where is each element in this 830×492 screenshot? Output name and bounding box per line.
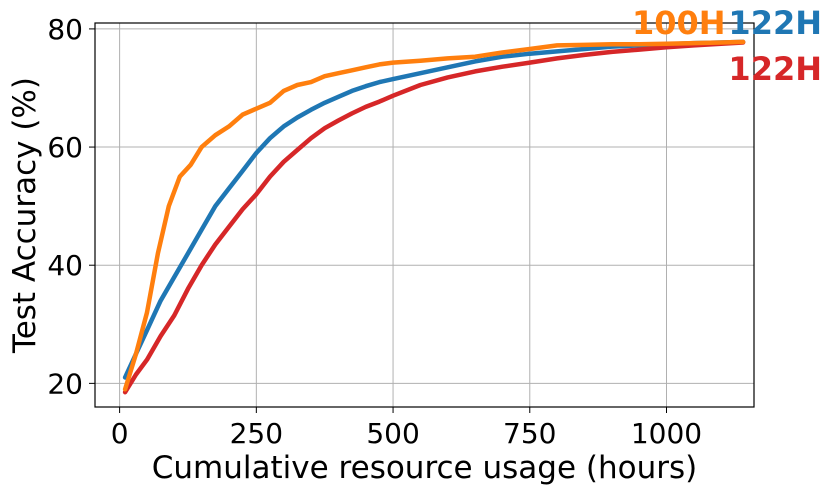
x-axis-label: Cumulative resource usage (hours) [152, 450, 697, 486]
series-line-1 [122, 39, 746, 380]
x-tick-label: 250 [230, 417, 283, 450]
y-tick-label: 40 [47, 249, 83, 282]
x-tick-label: 500 [366, 417, 419, 450]
plot-frame [94, 22, 755, 408]
series-end-label-2: 122H [728, 50, 822, 88]
y-tick-label: 80 [47, 13, 83, 46]
end-labels: 100H 122H 122H [632, 4, 822, 88]
grid-lines [95, 23, 754, 407]
y-tick-label: 20 [47, 367, 83, 400]
x-tick-label: 0 [111, 417, 129, 450]
series-end-label-0: 100H [632, 4, 726, 42]
y-axis-label: Test Accuracy (%) [7, 77, 43, 354]
series-lines [122, 39, 746, 395]
x-tick-label: 1000 [631, 417, 702, 450]
series-end-label-1: 122H [728, 4, 822, 42]
y-tick-label: 60 [47, 131, 83, 164]
tick-labels: 0 250 500 750 1000 20 40 60 80 [47, 13, 702, 450]
series-line-2 [122, 40, 746, 395]
x-tick-label: 750 [503, 417, 556, 450]
series-line-0 [122, 39, 746, 392]
